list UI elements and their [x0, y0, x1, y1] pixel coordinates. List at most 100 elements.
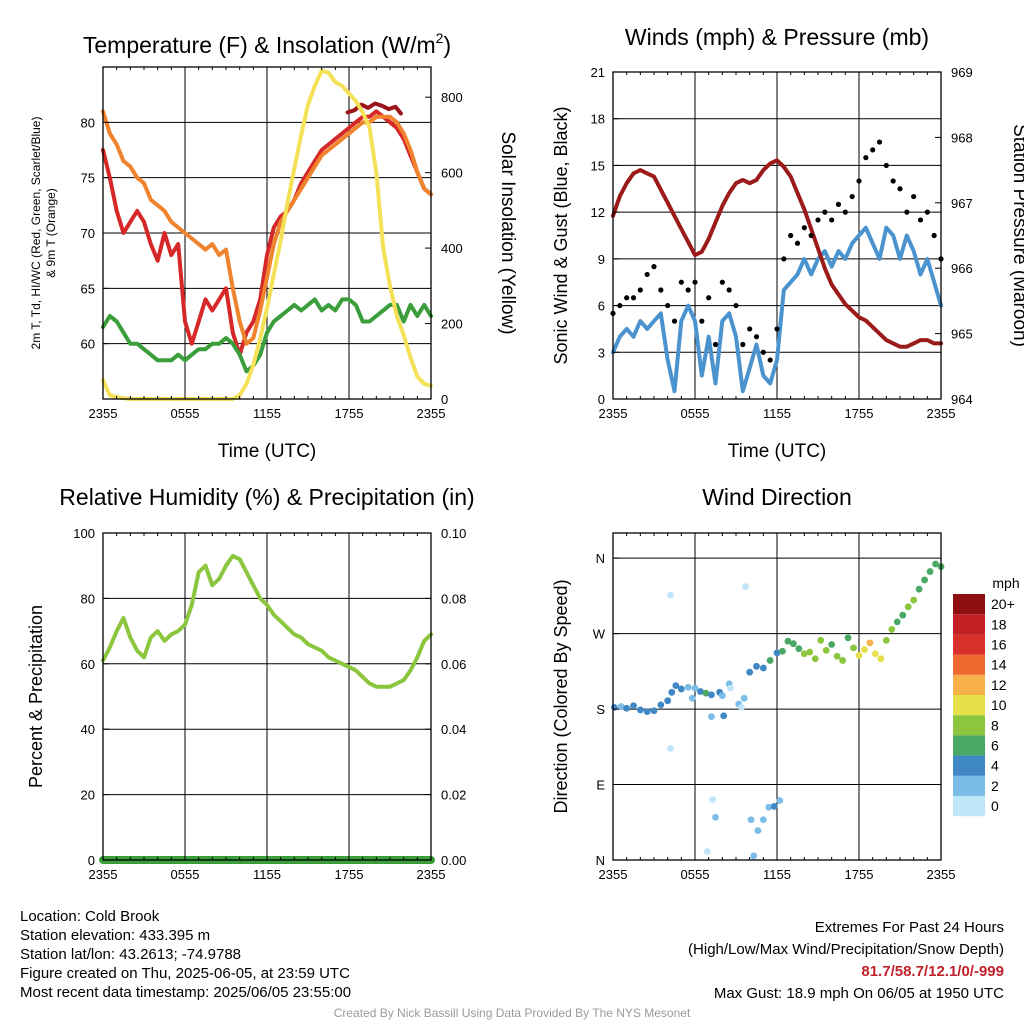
y-right-tick-label: 965: [951, 327, 973, 342]
colorbar-label: 18: [991, 616, 1007, 632]
colorbar-label: 16: [991, 637, 1007, 653]
direction-point: [861, 646, 868, 653]
direction-point: [850, 644, 857, 652]
gust-point: [788, 232, 794, 239]
gust-point: [842, 209, 848, 215]
gust-point: [917, 217, 924, 223]
colorbar-swatch: [953, 715, 985, 736]
created-text: Figure created on Thu, 2025-06-05, at 23…: [20, 965, 350, 982]
direction-point: [709, 796, 717, 804]
credit-text: Created By Nick Bassill Using Data Provi…: [333, 1006, 691, 1020]
gust-point: [904, 209, 910, 215]
direction-point: [664, 697, 672, 705]
x-tick-label: 0555: [681, 406, 710, 421]
gust-point: [924, 209, 930, 215]
x-tick-label: 1155: [253, 867, 281, 882]
x-tick-label: 2355: [599, 406, 628, 421]
gust-point: [767, 357, 773, 363]
y-right-tick-label: 0: [441, 392, 448, 407]
gust-point: [808, 232, 814, 239]
y-tick-label: 70: [81, 226, 95, 241]
colorbar-swatch: [953, 796, 985, 817]
gust-point: [706, 295, 712, 301]
y-right-axis-label: Solar Insolation (Yellow): [497, 131, 518, 334]
y-tick-label: 3: [598, 345, 605, 360]
x-tick-label: 2355: [89, 406, 118, 421]
y-tick-label: 65: [81, 281, 95, 296]
direction-point: [855, 652, 863, 659]
direction-point: [888, 626, 896, 633]
y-right-tick-label: 0.02: [441, 788, 466, 803]
series-line: [101, 297, 433, 374]
y-right-tick-label: 0.10: [441, 526, 466, 541]
direction-point: [839, 657, 846, 664]
gust-point: [617, 302, 623, 309]
y-right-axis-label: Station Pressure (Maroon): [1009, 124, 1024, 347]
x-tick-label: 2355: [89, 867, 118, 882]
x-tick-label: 2355: [417, 867, 446, 882]
colorbar-label: 6: [991, 738, 999, 754]
y-tick-label: N: [596, 551, 605, 566]
direction-point: [688, 694, 696, 702]
direction-point: [926, 568, 934, 575]
gust-point: [856, 178, 862, 184]
direction-point: [932, 560, 939, 568]
y-tick-label: 60: [81, 337, 95, 352]
direction-point: [702, 689, 710, 697]
y-tick-label: 21: [591, 65, 605, 80]
direction-point: [623, 704, 631, 712]
direction-point: [872, 650, 879, 658]
gust-point: [637, 287, 643, 293]
gust-point: [794, 240, 801, 246]
gust-point: [726, 287, 732, 293]
direction-point: [712, 813, 719, 821]
y-tick-label: 18: [591, 112, 605, 127]
x-tick-label: 2355: [417, 406, 446, 421]
colorbar-title: mph: [992, 575, 1019, 591]
direction-point: [784, 637, 792, 645]
direction-point: [740, 694, 748, 702]
gust-point: [890, 178, 896, 184]
gust-point: [651, 264, 657, 270]
gust-point: [685, 287, 691, 293]
chart-title: Relative Humidity (%) & Precipitation (i…: [59, 484, 474, 510]
direction-point: [720, 712, 728, 720]
colorbar-label: 8: [991, 717, 999, 733]
direction-point: [822, 646, 830, 654]
colorbar-swatch: [953, 735, 985, 756]
x-axis-label: Time (UTC): [728, 441, 827, 462]
colorbar-label: 10: [991, 697, 1007, 713]
gust-point: [624, 295, 630, 301]
gust-point: [719, 279, 725, 285]
y-right-tick-label: 0.00: [441, 853, 466, 868]
direction-point: [657, 701, 665, 709]
y-tick-label: 9: [598, 252, 605, 267]
y-axis-label: Percent & Precipitation: [26, 605, 46, 788]
gust-point: [876, 139, 883, 145]
direction-point: [667, 591, 674, 599]
extremes-values: 81.7/58.7/12.1/0/-999: [861, 963, 1004, 980]
direction-point: [759, 664, 767, 672]
direction-point: [773, 649, 781, 657]
x-tick-label: 1755: [845, 406, 874, 421]
series-line: [101, 109, 433, 346]
gust-point: [863, 155, 869, 161]
colorbar-label: 2: [991, 778, 999, 794]
gust-point: [630, 295, 637, 301]
direction-point: [770, 802, 778, 810]
station-info: Location: Cold Brook Station elevation: …: [20, 907, 351, 1002]
direction-point: [766, 657, 774, 664]
direction-point: [921, 576, 928, 584]
panel-2: [610, 71, 944, 400]
gust-point: [747, 326, 753, 332]
x-tick-label: 0555: [681, 867, 710, 882]
max-gust-text: Max Gust: 18.9 mph On 06/05 at 1950 UTC: [713, 985, 1004, 1002]
x-tick-label: 1755: [335, 867, 364, 882]
colorbar-swatch: [953, 775, 985, 796]
direction-point: [811, 655, 819, 663]
colorbar-swatch: [953, 654, 985, 675]
x-tick-label: 1155: [763, 867, 791, 882]
direction-point: [747, 816, 755, 824]
direction-point: [915, 585, 923, 593]
